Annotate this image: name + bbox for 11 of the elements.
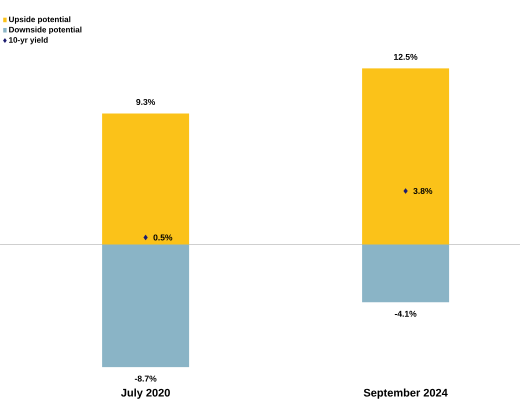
legend-label: Downside potential [9,26,82,34]
data-label: -8.7% [134,376,156,382]
data-label: 12.5% [394,54,418,60]
data-label: 0.5% [153,234,172,240]
x-tick-label: July 2020 [121,388,170,399]
data-label: -4.1% [394,310,416,317]
data-label: 9.3% [136,98,156,105]
x-tick-label: September 2024 [364,388,448,399]
legend-label: 10-yr yield [9,36,48,44]
legend-label: Upside potential [9,16,70,24]
data-label: 3.8% [413,188,432,194]
